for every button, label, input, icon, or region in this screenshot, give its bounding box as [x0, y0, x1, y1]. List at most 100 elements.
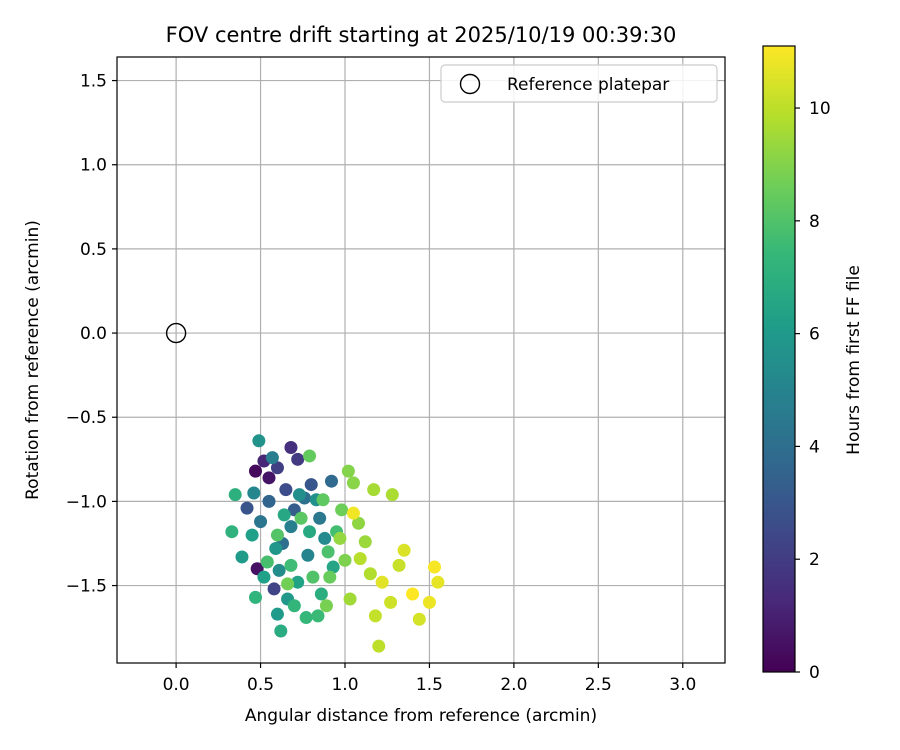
- colorbar-tick-label: 6: [809, 325, 820, 345]
- scatter-point: [397, 543, 411, 557]
- scatter-point: [274, 624, 288, 638]
- scatter-point: [225, 525, 239, 539]
- scatter-point: [248, 590, 262, 604]
- y-tick-label: 1.0: [80, 156, 107, 176]
- scatter-point: [338, 553, 352, 567]
- scatter-point: [392, 558, 406, 572]
- legend-reference-label: Reference platepar: [507, 75, 669, 95]
- colorbar-ticks: 0 2 4 6 8 10: [795, 99, 831, 683]
- axis-ticks: 0.0 0.5 1.0 1.5 2.0 2.5 3.0 1.5 1.0 0.5 0.0 −0.5 −1.…: [66, 72, 697, 695]
- scatter-point: [318, 531, 332, 545]
- colorbar-tick-label: 2: [809, 550, 820, 570]
- reference-platepar-point: [165, 322, 187, 344]
- scatter-point: [306, 570, 320, 584]
- scatter-point: [272, 563, 286, 577]
- scatter-point: [235, 550, 249, 564]
- scatter-point: [324, 474, 338, 488]
- scatter-point: [368, 609, 382, 623]
- legend-reference-marker: [459, 73, 481, 95]
- scatter-point: [277, 508, 291, 522]
- scatter-point: [406, 587, 420, 601]
- scatter-point: [311, 609, 325, 623]
- scatter-point: [262, 471, 276, 485]
- scatter-point: [352, 516, 366, 530]
- plot-frame: [116, 56, 726, 664]
- y-tick-label: 1.5: [80, 72, 107, 92]
- scatter-point: [304, 478, 318, 492]
- x-tick-label: 1.5: [416, 675, 443, 695]
- colorbar-tick-label: 8: [809, 212, 820, 232]
- colorbar-tick-label: 0: [809, 663, 820, 683]
- scatter-point: [431, 575, 445, 589]
- scatter-point: [363, 567, 377, 581]
- x-tick-label: 2.5: [585, 675, 612, 695]
- scatter-point: [294, 511, 308, 525]
- scatter-point: [412, 612, 426, 626]
- colorbar-label: Hours from first FF file: [844, 265, 864, 455]
- legend: Reference platepar: [440, 64, 718, 103]
- scatter-point: [353, 552, 367, 566]
- x-tick-label: 1.0: [331, 675, 358, 695]
- scatter-point: [284, 441, 298, 455]
- scatter-point: [262, 494, 276, 508]
- scatter-point: [265, 451, 279, 465]
- scatter-point: [247, 486, 261, 500]
- x-axis-label: Angular distance from reference (arcmin): [245, 706, 597, 726]
- scatter-point: [335, 503, 349, 517]
- scatter-point: [248, 464, 262, 478]
- scatter-point: [240, 501, 254, 515]
- scatter-point: [281, 577, 295, 591]
- grid-lines: [117, 57, 725, 663]
- scatter-point: [299, 611, 313, 625]
- x-tick-label: 2.0: [500, 675, 527, 695]
- data-points: [225, 434, 445, 653]
- scatter-point: [292, 488, 306, 502]
- colorbar-tick-label: 10: [809, 99, 831, 119]
- scatter-point: [284, 558, 298, 572]
- y-axis-label: Rotation from reference (arcmin): [23, 220, 43, 500]
- scatter-point: [346, 476, 360, 490]
- scatter-point: [333, 531, 347, 545]
- scatter-point: [346, 506, 360, 520]
- scatter-point: [267, 582, 281, 596]
- chart-title: FOV centre drift starting at 2025/10/19 …: [166, 23, 677, 47]
- scatter-point: [257, 570, 271, 584]
- scatter-point: [270, 528, 284, 542]
- colorbar-gradient: [762, 45, 796, 673]
- scatter-point: [291, 575, 305, 589]
- y-tick-label: 0.5: [80, 240, 107, 260]
- x-tick-label: 0.5: [247, 675, 274, 695]
- scatter-point: [279, 483, 293, 497]
- scatter-point: [341, 464, 355, 478]
- scatter-point: [313, 511, 327, 525]
- scatter-point: [375, 575, 389, 589]
- scatter-point: [245, 528, 259, 542]
- scatter-point: [367, 483, 381, 497]
- scatter-point: [321, 545, 335, 559]
- scatter-point: [319, 599, 333, 613]
- legend-box: [440, 64, 718, 103]
- scatter-point: [291, 452, 305, 466]
- x-tick-label: 3.0: [669, 675, 696, 695]
- scatter-point: [323, 570, 337, 584]
- scatter-point: [301, 548, 315, 562]
- scatter-point: [287, 599, 301, 613]
- scatter-point: [284, 520, 298, 534]
- scatter-point: [372, 639, 386, 653]
- scatter-point: [384, 595, 398, 609]
- scatter-point: [326, 560, 340, 574]
- scatter-point: [314, 587, 328, 601]
- scatter-point: [358, 535, 372, 549]
- colorbar: 0 2 4 6 8 10 Hours from first FF file: [762, 45, 864, 683]
- scatter-point: [254, 515, 268, 529]
- scatter-point: [260, 555, 274, 569]
- y-tick-label: −1.5: [66, 577, 107, 597]
- scatter-point: [303, 525, 317, 539]
- scatter-point: [228, 488, 242, 502]
- scatter-point: [269, 542, 283, 556]
- scatter-point: [422, 595, 436, 609]
- x-tick-label: 0.0: [163, 675, 190, 695]
- scatter-point: [428, 560, 442, 574]
- y-tick-label: −0.5: [66, 408, 107, 428]
